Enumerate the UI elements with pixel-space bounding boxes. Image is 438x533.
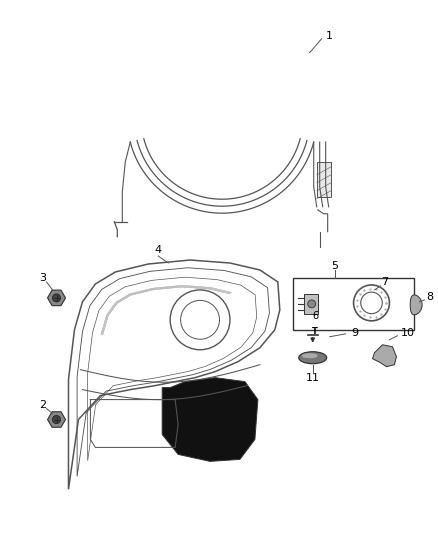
Bar — [293, 278, 414, 330]
Text: 4: 4 — [155, 245, 162, 255]
Bar — [304, 294, 318, 314]
Polygon shape — [372, 345, 396, 367]
Text: 3: 3 — [39, 273, 46, 283]
Text: 10: 10 — [400, 328, 414, 338]
Polygon shape — [48, 412, 66, 427]
Text: 7: 7 — [381, 277, 388, 287]
Text: 2: 2 — [39, 400, 46, 409]
Circle shape — [53, 294, 60, 302]
Ellipse shape — [299, 352, 327, 364]
Text: 5: 5 — [331, 261, 338, 271]
Polygon shape — [410, 295, 422, 315]
Text: 6: 6 — [313, 311, 319, 321]
Text: 8: 8 — [426, 292, 433, 302]
Text: 11: 11 — [306, 373, 320, 383]
Ellipse shape — [302, 353, 318, 358]
Circle shape — [53, 416, 60, 424]
Text: T: T — [312, 327, 318, 336]
Text: 9: 9 — [351, 328, 358, 338]
Polygon shape — [317, 162, 331, 197]
Text: 1: 1 — [326, 31, 333, 41]
Polygon shape — [162, 378, 258, 462]
Circle shape — [308, 300, 316, 308]
Polygon shape — [48, 290, 66, 305]
